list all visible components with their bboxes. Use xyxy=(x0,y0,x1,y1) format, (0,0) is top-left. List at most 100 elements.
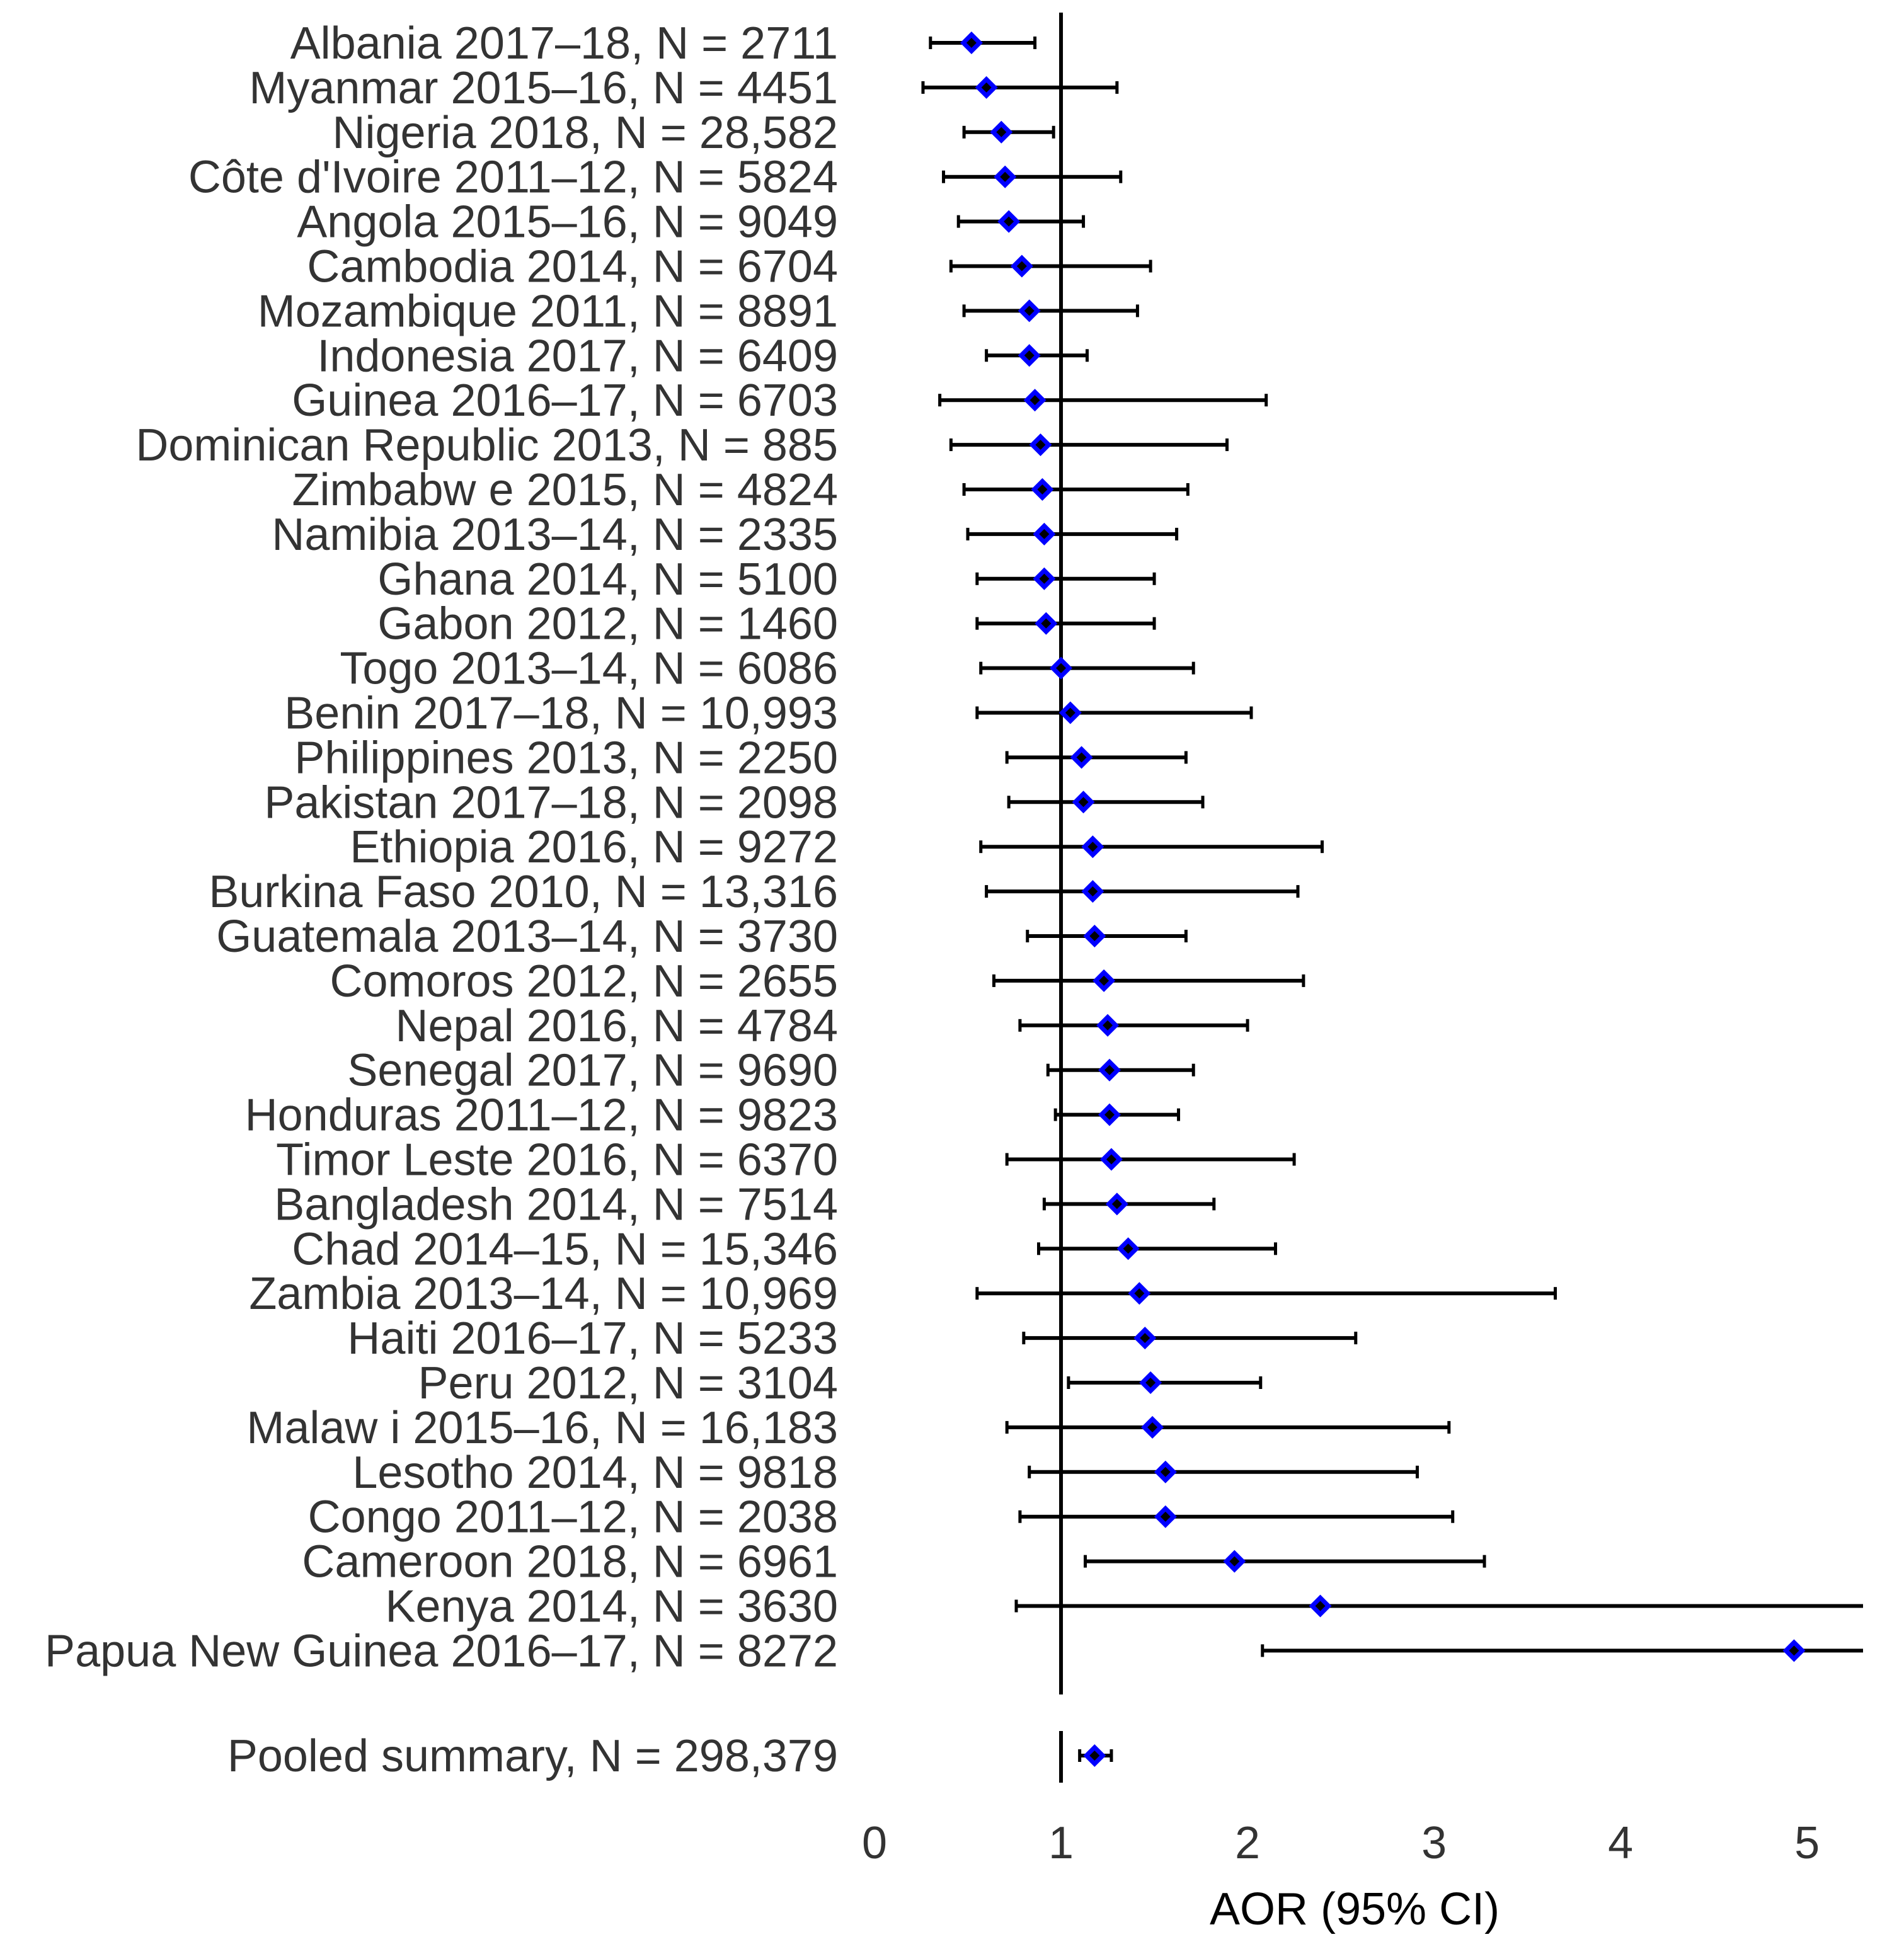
study-label: Albania 2017–18, N = 2711 xyxy=(290,18,838,69)
study-row: Namibia 2013–14, N = 2335 xyxy=(272,510,1179,560)
study-row: Malaw i 2015–16, N = 16,183 xyxy=(246,1403,1451,1453)
study-row: Papua New Guinea 2016–17, N = 8272 xyxy=(45,1626,1863,1676)
study-label: Benin 2017–18, N = 10,993 xyxy=(284,689,838,739)
point-estimate-center xyxy=(1024,306,1035,316)
study-label: Namibia 2013–14, N = 2335 xyxy=(272,510,838,560)
study-row: Timor Leste 2016, N = 6370 xyxy=(276,1135,1296,1186)
x-tick-label: 3 xyxy=(1421,1818,1447,1868)
pooled-label: Pooled summary, N = 298,379 xyxy=(227,1731,838,1781)
study-label: Zambia 2013–14, N = 10,969 xyxy=(249,1269,838,1319)
point-estimate-center xyxy=(1315,1601,1326,1611)
point-estimate-center xyxy=(1087,886,1098,897)
study-row: Dominican Republic 2013, N = 885 xyxy=(135,420,1229,471)
study-row: Togo 2013–14, N = 6086 xyxy=(340,644,1195,694)
point-estimate-center xyxy=(1004,216,1014,227)
study-label: Côte d'Ivoire 2011–12, N = 5824 xyxy=(188,152,838,203)
study-row: Comoros 2012, N = 2655 xyxy=(330,956,1305,1007)
point-estimate-center xyxy=(1134,1288,1145,1299)
study-row: Zimbabw e 2015, N = 4824 xyxy=(292,465,1190,515)
point-estimate-center xyxy=(1145,1378,1156,1388)
study-row: Burkina Faso 2010, N = 13,316 xyxy=(209,867,1300,917)
study-label: Lesotho 2014, N = 9818 xyxy=(352,1448,838,1498)
point-estimate-center xyxy=(1029,395,1040,406)
x-axis: 0 1 2 3 4 5 xyxy=(862,1818,1820,1868)
point-estimate-center xyxy=(1089,1751,1100,1761)
study-label: Papua New Guinea 2016–17, N = 8272 xyxy=(45,1626,838,1676)
point-estimate-center xyxy=(1076,752,1087,763)
study-label: Comoros 2012, N = 2655 xyxy=(330,956,838,1007)
point-estimate-center xyxy=(1104,1065,1115,1075)
study-label: Angola 2015–16, N = 9049 xyxy=(297,197,838,248)
point-estimate-center xyxy=(1039,529,1050,539)
point-estimate-center xyxy=(996,127,1007,137)
point-estimate-center xyxy=(1039,573,1050,584)
point-estimate-center xyxy=(1056,663,1067,673)
x-tick-label: 0 xyxy=(862,1818,887,1868)
study-row: Kenya 2014, N = 3630 xyxy=(385,1582,1863,1632)
point-estimate-center xyxy=(1041,618,1052,629)
study-label: Chad 2014–15, N = 15,346 xyxy=(292,1224,838,1274)
point-estimate-center xyxy=(1106,1154,1116,1165)
study-label: Kenya 2014, N = 3630 xyxy=(385,1582,838,1632)
study-label: Cameroon 2018, N = 6961 xyxy=(302,1537,838,1587)
point-estimate-center xyxy=(1160,1511,1171,1522)
point-estimate-center xyxy=(1016,261,1027,271)
study-row: Ethiopia 2016, N = 9272 xyxy=(350,822,1324,872)
point-estimate-center xyxy=(1104,1109,1115,1120)
study-row: Mozambique 2011, N = 8891 xyxy=(258,286,1139,336)
study-row: Angola 2015–16, N = 9049 xyxy=(297,197,1086,248)
point-estimate-center xyxy=(981,82,992,93)
pooled-row: Pooled summary, N = 298,379 xyxy=(227,1731,1113,1781)
study-row: Nigeria 2018, N = 28,582 xyxy=(332,108,1055,158)
point-estimate-center xyxy=(1078,797,1089,808)
study-label: Zimbabw e 2015, N = 4824 xyxy=(292,465,838,515)
study-label: Ghana 2014, N = 5100 xyxy=(377,554,838,605)
study-label: Gabon 2012, N = 1460 xyxy=(377,599,838,649)
study-row: Guatemala 2013–14, N = 3730 xyxy=(216,911,1188,962)
study-label: Peru 2012, N = 3104 xyxy=(418,1358,839,1408)
study-row: Benin 2017–18, N = 10,993 xyxy=(284,689,1253,739)
study-row: Ghana 2014, N = 5100 xyxy=(377,554,1156,605)
x-tick-label: 5 xyxy=(1794,1818,1820,1868)
study-label: Guatemala 2013–14, N = 3730 xyxy=(216,911,838,962)
point-estimate-center xyxy=(1140,1333,1150,1344)
x-tick-label: 4 xyxy=(1608,1818,1633,1868)
study-row: Albania 2017–18, N = 2711 xyxy=(290,18,1037,69)
study-row: Lesotho 2014, N = 9818 xyxy=(352,1448,1419,1498)
study-row: Nepal 2016, N = 4784 xyxy=(395,1001,1249,1051)
study-row: Indonesia 2017, N = 6409 xyxy=(317,331,1089,381)
study-label: Senegal 2017, N = 9690 xyxy=(347,1046,838,1096)
study-row: Chad 2014–15, N = 15,346 xyxy=(292,1224,1277,1274)
point-estimate-center xyxy=(1089,931,1100,941)
study-row: Honduras 2011–12, N = 9823 xyxy=(245,1090,1181,1141)
study-label: Nepal 2016, N = 4784 xyxy=(395,1001,838,1051)
study-row: Haiti 2016–17, N = 5233 xyxy=(347,1313,1358,1364)
point-estimate-center xyxy=(1024,350,1035,361)
study-label: Cambodia 2014, N = 6704 xyxy=(307,242,838,292)
point-estimate-center xyxy=(1037,484,1048,494)
study-row: Senegal 2017, N = 9690 xyxy=(347,1046,1195,1096)
study-label: Congo 2011–12, N = 2038 xyxy=(308,1492,838,1543)
x-tick-label: 2 xyxy=(1235,1818,1260,1868)
study-label: Guinea 2016–17, N = 6703 xyxy=(292,375,838,426)
study-row: Guinea 2016–17, N = 6703 xyxy=(292,375,1268,426)
study-label: Mozambique 2011, N = 8891 xyxy=(258,286,838,336)
point-estimate-center xyxy=(1000,171,1011,182)
point-estimate-center xyxy=(1087,842,1098,852)
x-tick-label: 1 xyxy=(1048,1818,1074,1868)
point-estimate-center xyxy=(1065,707,1075,718)
study-row: Cameroon 2018, N = 6961 xyxy=(302,1537,1486,1587)
study-label: Ethiopia 2016, N = 9272 xyxy=(350,822,838,872)
study-label: Burkina Faso 2010, N = 13,316 xyxy=(209,867,838,917)
pooled-summary-row: Pooled summary, N = 298,379 xyxy=(227,1731,1113,1781)
study-label: Pakistan 2017–18, N = 2098 xyxy=(264,777,838,828)
study-label: Honduras 2011–12, N = 9823 xyxy=(245,1090,838,1141)
point-estimate-center xyxy=(1147,1422,1158,1432)
study-label: Philippines 2013, N = 2250 xyxy=(294,733,838,783)
study-row: Bangladesh 2014, N = 7514 xyxy=(274,1179,1216,1230)
point-estimate-center xyxy=(1099,975,1110,986)
study-row: Myanmar 2015–16, N = 4451 xyxy=(249,63,1119,113)
study-label: Myanmar 2015–16, N = 4451 xyxy=(249,63,838,113)
study-label: Bangladesh 2014, N = 7514 xyxy=(274,1179,838,1230)
study-label: Togo 2013–14, N = 6086 xyxy=(340,644,838,694)
